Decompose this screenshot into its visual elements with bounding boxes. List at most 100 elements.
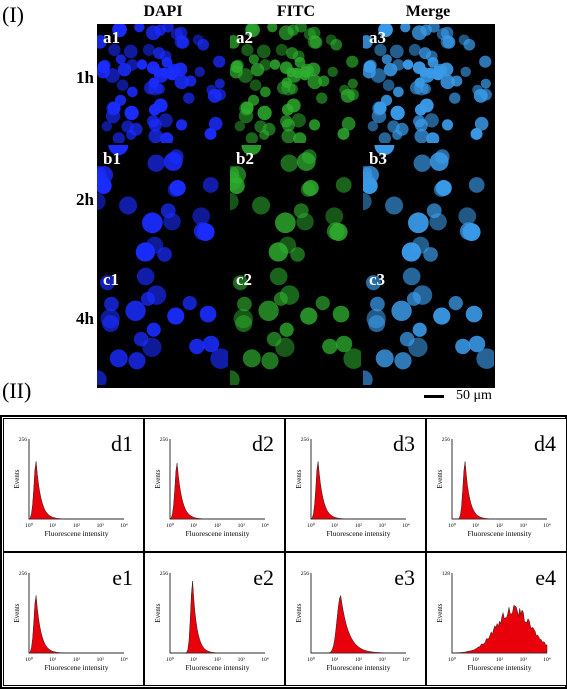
cell bbox=[335, 177, 352, 193]
cell bbox=[154, 68, 169, 83]
cell bbox=[287, 68, 302, 83]
cell bbox=[402, 59, 414, 70]
panel-id: e3 bbox=[394, 565, 415, 590]
cell bbox=[230, 35, 240, 49]
cell bbox=[245, 24, 260, 38]
cell bbox=[153, 98, 168, 113]
cell bbox=[308, 119, 321, 131]
cell bbox=[281, 128, 296, 143]
cell bbox=[157, 247, 172, 262]
cell bbox=[375, 349, 394, 368]
cell bbox=[440, 35, 455, 49]
x-axis-label: Fluorescene intensity bbox=[45, 663, 109, 672]
cell bbox=[379, 24, 390, 34]
x-tick-label: 10² bbox=[355, 523, 363, 529]
y-max-tick: 256 bbox=[442, 437, 451, 443]
x-tick-label: 10³ bbox=[520, 523, 528, 529]
histogram-e4: 10⁰ 10¹ 10² 10³ 10⁴ 128 Events Fluorescene inte… bbox=[426, 552, 567, 686]
panel-id: e4 bbox=[535, 565, 556, 590]
cell bbox=[296, 212, 314, 231]
cell bbox=[204, 128, 217, 140]
cell bbox=[112, 132, 125, 143]
cell bbox=[274, 212, 296, 234]
cell bbox=[234, 120, 246, 132]
cell bbox=[232, 275, 248, 291]
micrograph-a3: a3 bbox=[363, 24, 494, 143]
cell bbox=[429, 212, 447, 231]
cell bbox=[286, 98, 301, 113]
cell bbox=[189, 338, 205, 355]
column-header-fitc: FITC bbox=[276, 3, 316, 20]
cell bbox=[257, 105, 272, 121]
y-axis-label: Events bbox=[436, 469, 444, 488]
row-label-2h: 2h bbox=[76, 190, 94, 209]
cell bbox=[127, 86, 138, 98]
cell bbox=[363, 192, 372, 211]
x-tick-label: 10⁰ bbox=[166, 522, 175, 529]
cell bbox=[116, 79, 129, 92]
cell bbox=[435, 179, 452, 197]
micrograph-c3: c3 bbox=[363, 266, 494, 385]
cell bbox=[108, 43, 121, 57]
cell bbox=[281, 80, 296, 96]
cell bbox=[394, 352, 412, 370]
cell bbox=[458, 207, 477, 226]
cell bbox=[262, 122, 276, 136]
cell bbox=[392, 59, 405, 71]
cell bbox=[182, 296, 197, 311]
cell bbox=[281, 118, 295, 132]
cell bbox=[241, 145, 262, 156]
cell bbox=[97, 60, 110, 73]
cell bbox=[414, 128, 429, 143]
cell bbox=[97, 166, 114, 184]
x-tick-label: 10² bbox=[73, 657, 81, 663]
panel-id: d4 bbox=[534, 431, 556, 456]
cell bbox=[133, 331, 149, 347]
histogram-d1: 10⁰ 10¹ 10² 10³ 10⁴ 256 Events Fluorescene inte… bbox=[3, 418, 144, 552]
micrograph-c2: c2 bbox=[230, 266, 361, 385]
cell bbox=[126, 59, 139, 71]
cell bbox=[296, 152, 316, 172]
cell bbox=[363, 60, 376, 73]
cell bbox=[374, 145, 395, 156]
cell bbox=[230, 60, 243, 73]
cell bbox=[426, 132, 440, 143]
panel-tag: b2 bbox=[236, 149, 254, 168]
cell bbox=[366, 308, 386, 329]
cell bbox=[104, 296, 119, 312]
cell bbox=[474, 116, 489, 131]
cell-image bbox=[363, 145, 485, 262]
cell bbox=[240, 101, 254, 115]
cell bbox=[440, 74, 456, 90]
panel-tag: b3 bbox=[369, 149, 387, 168]
cell bbox=[279, 236, 297, 254]
x-tick-label: 10¹ bbox=[472, 523, 480, 529]
cell bbox=[424, 113, 439, 128]
cell bbox=[123, 44, 138, 59]
cell bbox=[269, 267, 288, 286]
panel-tag: b1 bbox=[103, 149, 121, 168]
micrograph-a1: a1 bbox=[97, 24, 228, 143]
x-tick-label: 10⁴ bbox=[261, 657, 269, 663]
x-tick-label: 10² bbox=[214, 523, 222, 529]
cell bbox=[451, 75, 463, 87]
x-axis-label: Fluorescene intensity bbox=[468, 663, 532, 672]
cell bbox=[213, 55, 226, 68]
cell bbox=[389, 44, 404, 59]
cell bbox=[316, 92, 328, 104]
cell bbox=[163, 212, 181, 231]
cell bbox=[363, 370, 373, 385]
cell bbox=[214, 88, 226, 101]
histogram-d4: 10⁰ 10¹ 10² 10³ 10⁴ 256 Events Fluorescene inte… bbox=[426, 418, 567, 552]
cell bbox=[230, 370, 240, 385]
scale-bar-label: 50 μm bbox=[456, 388, 492, 403]
x-tick-label: 10⁰ bbox=[166, 656, 175, 663]
x-tick-label: 10² bbox=[355, 657, 363, 663]
cell bbox=[441, 119, 454, 131]
cell bbox=[429, 152, 449, 172]
column-header-merge: Merge bbox=[405, 3, 451, 20]
x-tick-label: 10⁴ bbox=[543, 523, 551, 529]
cell bbox=[420, 68, 435, 83]
cell bbox=[406, 291, 421, 306]
panel-tag: c2 bbox=[236, 270, 253, 289]
